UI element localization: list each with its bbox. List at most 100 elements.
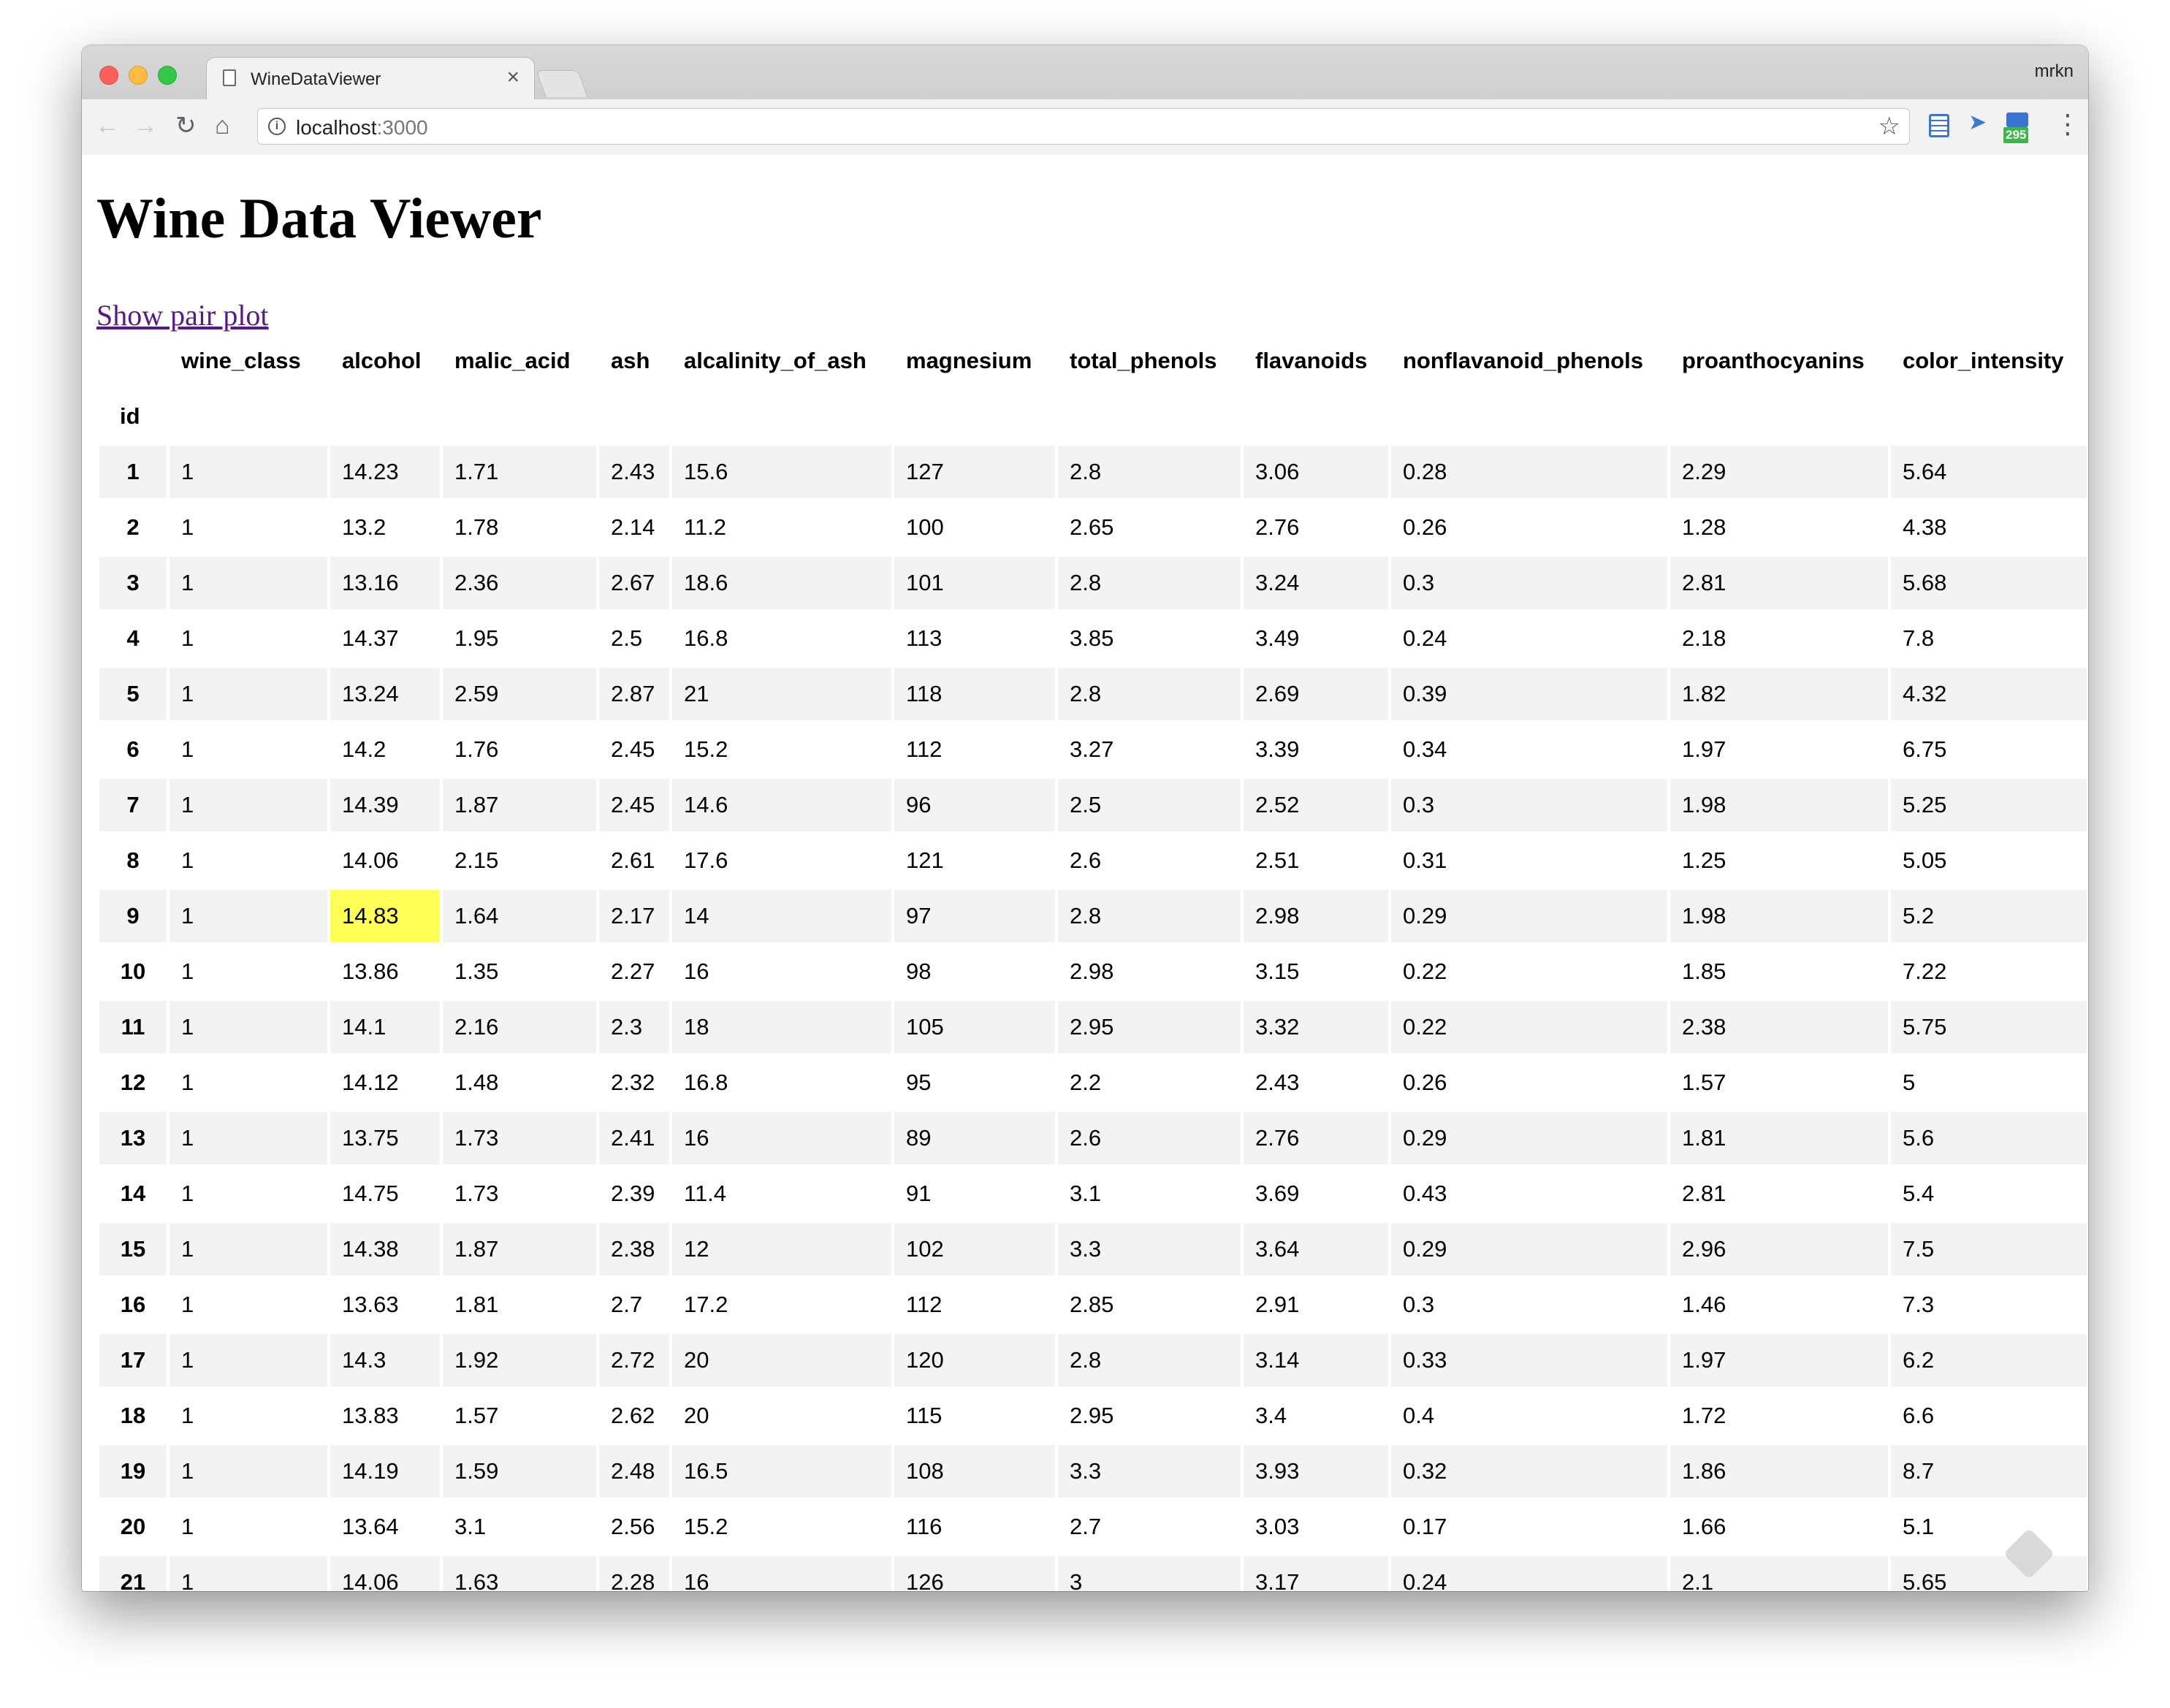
table-cell: 4.38 xyxy=(1891,501,2087,554)
maximize-window-button[interactable] xyxy=(158,66,177,85)
table-cell: 13.16 xyxy=(330,557,440,609)
table-cell: 2.2 xyxy=(1058,1056,1241,1109)
row-id-cell: 10 xyxy=(99,945,167,998)
table-cell: 2.65 xyxy=(1058,501,1241,554)
row-id-cell: 2 xyxy=(99,501,167,554)
home-icon[interactable]: ⌂ xyxy=(215,112,230,140)
new-tab-button[interactable] xyxy=(536,70,588,97)
table-cell: 3.15 xyxy=(1244,945,1388,998)
row-id-cell: 16 xyxy=(99,1278,167,1331)
address-bar[interactable]: i localhost:3000 ☆ xyxy=(257,108,1910,145)
table-cell: 116 xyxy=(894,1501,1055,1553)
table-cell: 3.39 xyxy=(1244,723,1388,776)
reader-extension-icon[interactable] xyxy=(1929,114,1949,137)
table-cell: 2.1 xyxy=(1670,1556,1888,1591)
bookmark-star-icon[interactable]: ☆ xyxy=(1878,113,1900,140)
table-cell: 2.41 xyxy=(599,1112,669,1164)
table-cell: 121 xyxy=(894,834,1055,887)
table-cell: 1 xyxy=(170,1501,327,1553)
row-id-cell: 11 xyxy=(99,1001,167,1053)
table-cell: 0.31 xyxy=(1391,834,1667,887)
table-cell: 1.72 xyxy=(1670,1389,1888,1442)
table-cell: 2.69 xyxy=(1244,668,1388,720)
table-cell: 7.22 xyxy=(1891,945,2087,998)
table-cell: 2.76 xyxy=(1244,1112,1388,1164)
show-pair-plot-link[interactable]: Show pair plot xyxy=(96,299,269,332)
wine-data-table: wine_class alcohol malic_acid ash alcali… xyxy=(96,332,2088,1591)
close-window-button[interactable] xyxy=(99,66,118,85)
table-cell: 1 xyxy=(170,668,327,720)
row-id-cell: 13 xyxy=(99,1112,167,1164)
forward-arrow-icon[interactable]: → xyxy=(133,112,158,140)
table-cell: 100 xyxy=(894,501,1055,554)
more-menu-icon[interactable]: ⋮ xyxy=(2055,109,2081,139)
page-content: Wine Data Viewer Show pair plot wine_cla… xyxy=(82,155,2088,1591)
column-header: magnesium xyxy=(894,335,1055,387)
table-cell: 115 xyxy=(894,1389,1055,1442)
table-cell: 3.93 xyxy=(1244,1445,1388,1498)
table-cell: 14.75 xyxy=(330,1167,440,1220)
table-cell: 2.95 xyxy=(1058,1001,1241,1053)
browser-tab[interactable]: WineDataViewer × xyxy=(206,57,535,99)
table-cell: 1.97 xyxy=(1670,1334,1888,1387)
table-cell: 0.29 xyxy=(1391,1223,1667,1276)
table-cell: 2.43 xyxy=(1244,1056,1388,1109)
table-cell: 0.4 xyxy=(1391,1389,1667,1442)
bird-extension-icon[interactable]: ➤ xyxy=(1968,110,1987,134)
column-header: flavanoids xyxy=(1244,335,1388,387)
table-cell: 20 xyxy=(672,1389,891,1442)
table-cell: 3.03 xyxy=(1244,1501,1388,1553)
page-icon xyxy=(223,69,236,86)
table-cell: 0.34 xyxy=(1391,723,1667,776)
table-cell: 2.38 xyxy=(1670,1001,1888,1053)
table-cell: 1.81 xyxy=(443,1278,596,1331)
table-cell: 14.6 xyxy=(672,779,891,831)
table-row: 13113.751.732.4116892.62.760.291.815.61.… xyxy=(99,1112,2088,1164)
table-cell: 0.22 xyxy=(1391,1001,1667,1053)
table-cell: 1 xyxy=(170,945,327,998)
table-cell: 0.29 xyxy=(1391,890,1667,942)
minimize-window-button[interactable] xyxy=(129,66,148,85)
table-cell: 0.39 xyxy=(1391,668,1667,720)
table-cell: 1.28 xyxy=(1670,501,1888,554)
row-id-cell: 7 xyxy=(99,779,167,831)
table-cell: 1 xyxy=(170,1056,327,1109)
table-cell: 1.92 xyxy=(443,1334,596,1387)
table-row: 18113.831.572.62201152.953.40.41.726.61.… xyxy=(99,1389,2088,1442)
url-host: localhost xyxy=(296,116,377,139)
table-row: 10 1 13.86 1.35 2.27 16 98 2.98 3.15 0.22 1.85 7.22… xyxy=(99,945,2088,998)
column-header: alcohol xyxy=(330,335,440,387)
table-cell: 2.6 xyxy=(1058,1112,1241,1164)
table-cell: 2.29 xyxy=(1670,446,1888,498)
site-info-icon[interactable]: i xyxy=(268,118,286,135)
table-cell: 2.8 xyxy=(1058,668,1241,720)
table-cell: 1.98 xyxy=(1670,890,1888,942)
table-cell: 1 xyxy=(170,1167,327,1220)
column-header: total_phenols xyxy=(1058,335,1241,387)
table-cell: 1 xyxy=(170,446,327,498)
row-id-cell: 14 xyxy=(99,1167,167,1220)
row-id-cell: 18 xyxy=(99,1389,167,1442)
table-cell: 3 xyxy=(1058,1556,1241,1591)
table-cell: 0.32 xyxy=(1391,1445,1667,1498)
counter-extension-icon[interactable]: 295 xyxy=(2003,113,2033,145)
table-cell: 12 xyxy=(672,1223,891,1276)
table-cell: 2.45 xyxy=(599,723,669,776)
table-cell: 4.32 xyxy=(1891,668,2087,720)
reload-icon[interactable]: ↻ xyxy=(175,112,197,140)
table-row: 11114.12.162.3181052.953.320.222.385.751… xyxy=(99,1001,2088,1053)
table-cell: 14.06 xyxy=(330,1556,440,1591)
back-arrow-icon[interactable]: ← xyxy=(95,112,120,140)
table-cell: 1.85 xyxy=(1670,945,1888,998)
table-cell: 127 xyxy=(894,446,1055,498)
profile-name[interactable]: mrkn xyxy=(2034,61,2074,81)
row-id-cell: 12 xyxy=(99,1056,167,1109)
row-id-cell: 9 xyxy=(99,890,167,942)
table-cell: 1 xyxy=(170,1334,327,1387)
table-cell: 16.5 xyxy=(672,1445,891,1498)
table-cell: 1.71 xyxy=(443,446,596,498)
table-cell: 14.3 xyxy=(330,1334,440,1387)
table-cell: 1.78 xyxy=(443,501,596,554)
row-id-cell: 17 xyxy=(99,1334,167,1387)
tab-close-icon[interactable]: × xyxy=(506,65,519,89)
